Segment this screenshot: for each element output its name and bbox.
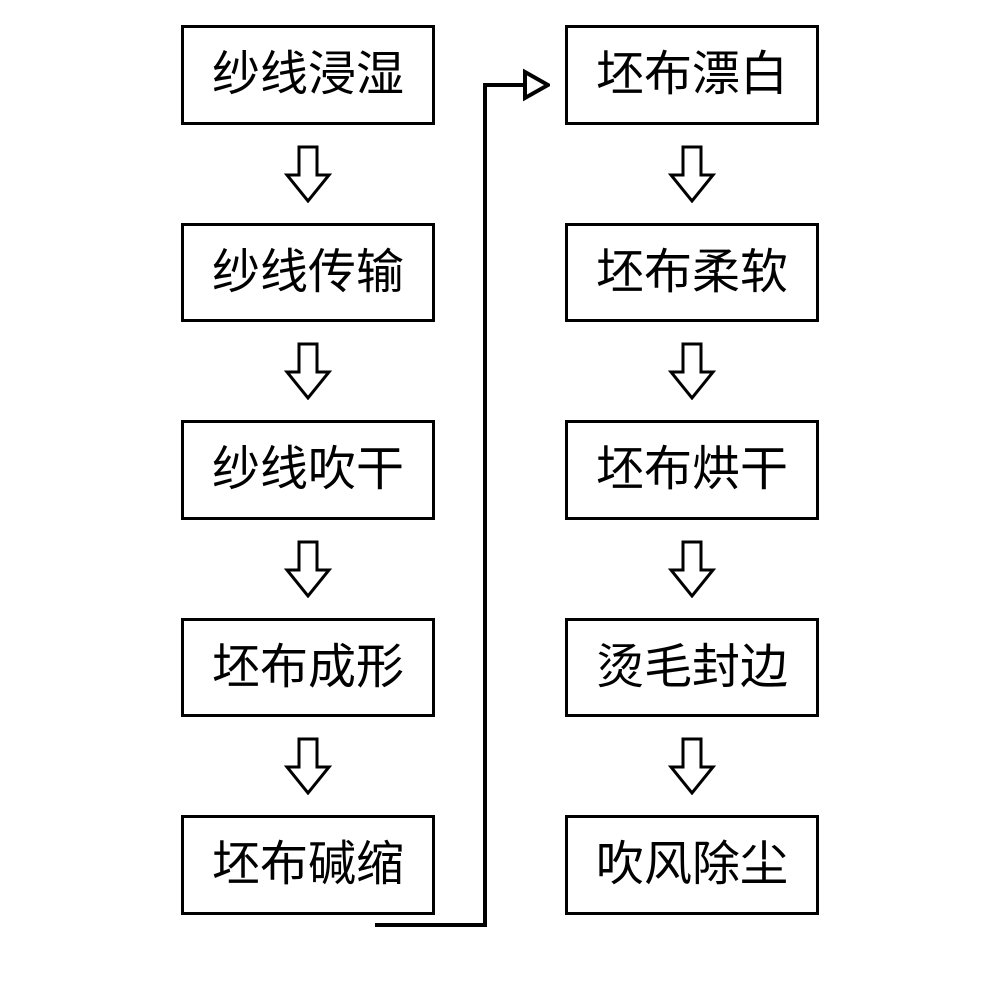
process-box: 坯布柔软 — [565, 223, 819, 323]
connector-arrow-icon — [370, 30, 550, 970]
down-arrow-icon — [667, 737, 717, 795]
down-arrow-icon — [667, 145, 717, 203]
process-box: 吹风除尘 — [565, 815, 819, 915]
down-arrow-icon — [283, 737, 333, 795]
process-box: 坯布漂白 — [565, 25, 819, 125]
down-arrow-icon — [283, 342, 333, 400]
down-arrow-icon — [667, 342, 717, 400]
down-arrow-icon — [667, 540, 717, 598]
right-column: 坯布漂白 坯布柔软 坯布烘干 烫毛封边 吹风除尘 — [565, 25, 819, 915]
process-box: 坯布烘干 — [565, 420, 819, 520]
process-box: 烫毛封边 — [565, 618, 819, 718]
down-arrow-icon — [283, 145, 333, 203]
down-arrow-icon — [283, 540, 333, 598]
